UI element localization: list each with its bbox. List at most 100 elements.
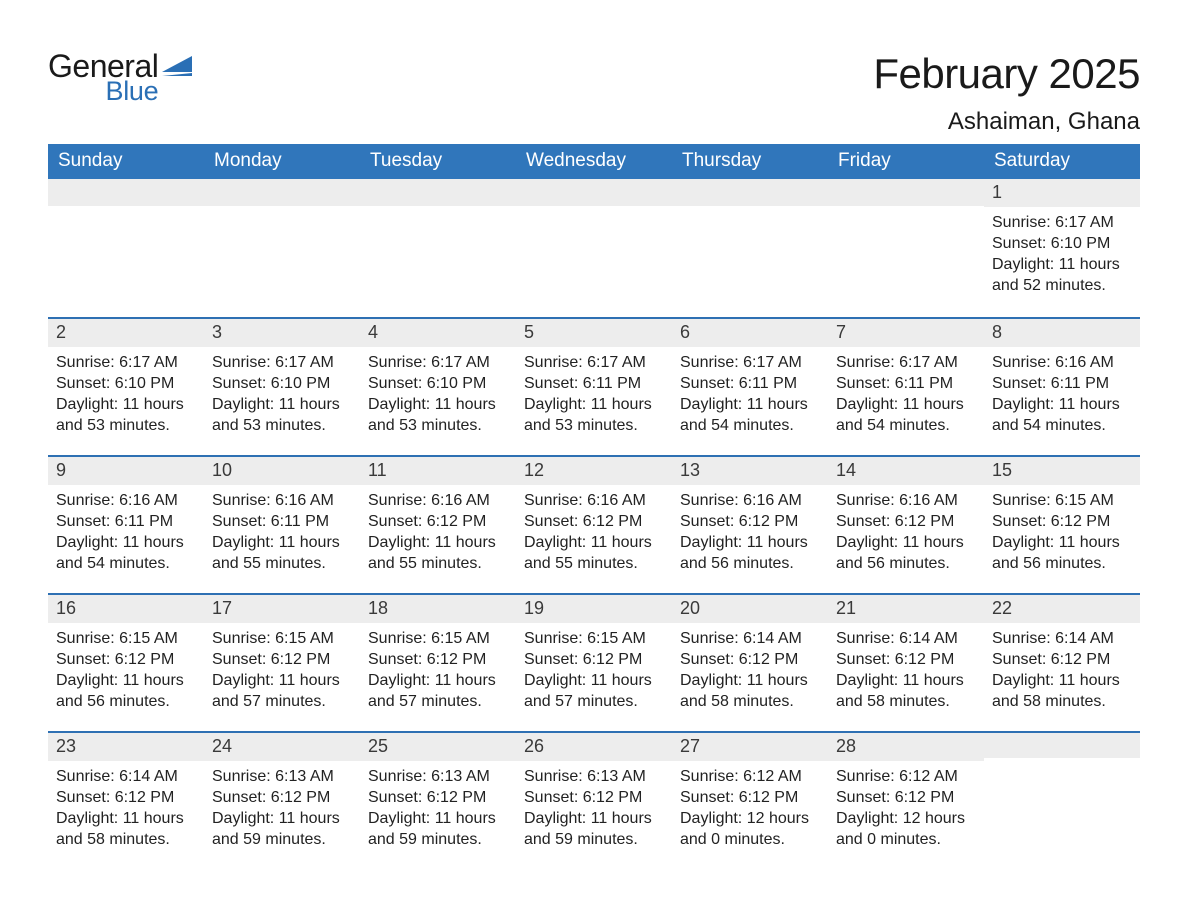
- day-number-bar: 7: [828, 317, 984, 347]
- calendar-cell: 22Sunrise: 6:14 AMSunset: 6:12 PMDayligh…: [984, 593, 1140, 731]
- month-title: February 2025: [873, 50, 1140, 98]
- calendar-cell: 15Sunrise: 6:15 AMSunset: 6:12 PMDayligh…: [984, 455, 1140, 593]
- day-number-bar: 25: [360, 731, 516, 761]
- day-number-bar: 24: [204, 731, 360, 761]
- calendar-cell: 1Sunrise: 6:17 AMSunset: 6:10 PMDaylight…: [984, 179, 1140, 317]
- day-number-bar: [360, 179, 516, 206]
- sunset-line: Sunset: 6:12 PM: [524, 787, 664, 808]
- day-details: Sunrise: 6:13 AMSunset: 6:12 PMDaylight:…: [516, 761, 672, 858]
- day-details: Sunrise: 6:15 AMSunset: 6:12 PMDaylight:…: [204, 623, 360, 720]
- day-number-bar: 1: [984, 179, 1140, 207]
- day-number-bar: 14: [828, 455, 984, 485]
- day-header: Monday: [204, 144, 360, 179]
- day-number-bar: 3: [204, 317, 360, 347]
- calendar-cell: 6Sunrise: 6:17 AMSunset: 6:11 PMDaylight…: [672, 317, 828, 455]
- day-details: Sunrise: 6:12 AMSunset: 6:12 PMDaylight:…: [828, 761, 984, 858]
- calendar-cell: 21Sunrise: 6:14 AMSunset: 6:12 PMDayligh…: [828, 593, 984, 731]
- daylight-line: Daylight: 11 hours and 55 minutes.: [368, 532, 508, 574]
- day-details: Sunrise: 6:17 AMSunset: 6:11 PMDaylight:…: [828, 347, 984, 444]
- sunrise-line: Sunrise: 6:15 AM: [992, 490, 1132, 511]
- day-number-bar: 15: [984, 455, 1140, 485]
- sunrise-line: Sunrise: 6:15 AM: [56, 628, 196, 649]
- day-number-bar: [672, 179, 828, 206]
- calendar-cell: [516, 179, 672, 317]
- calendar-cell: 9Sunrise: 6:16 AMSunset: 6:11 PMDaylight…: [48, 455, 204, 593]
- day-details: Sunrise: 6:15 AMSunset: 6:12 PMDaylight:…: [360, 623, 516, 720]
- calendar-cell: 19Sunrise: 6:15 AMSunset: 6:12 PMDayligh…: [516, 593, 672, 731]
- daylight-line: Daylight: 11 hours and 54 minutes.: [836, 394, 976, 436]
- calendar-cell: 27Sunrise: 6:12 AMSunset: 6:12 PMDayligh…: [672, 731, 828, 869]
- sunrise-line: Sunrise: 6:17 AM: [212, 352, 352, 373]
- day-details: Sunrise: 6:16 AMSunset: 6:12 PMDaylight:…: [828, 485, 984, 582]
- day-details: Sunrise: 6:14 AMSunset: 6:12 PMDaylight:…: [984, 623, 1140, 720]
- sunset-line: Sunset: 6:11 PM: [836, 373, 976, 394]
- sunrise-line: Sunrise: 6:13 AM: [524, 766, 664, 787]
- sunset-line: Sunset: 6:11 PM: [56, 511, 196, 532]
- daylight-line: Daylight: 11 hours and 55 minutes.: [212, 532, 352, 574]
- calendar-cell: 25Sunrise: 6:13 AMSunset: 6:12 PMDayligh…: [360, 731, 516, 869]
- day-number-bar: 9: [48, 455, 204, 485]
- sunset-line: Sunset: 6:12 PM: [680, 649, 820, 670]
- sunset-line: Sunset: 6:11 PM: [524, 373, 664, 394]
- sunrise-line: Sunrise: 6:16 AM: [680, 490, 820, 511]
- daylight-line: Daylight: 11 hours and 56 minutes.: [836, 532, 976, 574]
- day-number-bar: 27: [672, 731, 828, 761]
- day-number-bar: [204, 179, 360, 206]
- sunrise-line: Sunrise: 6:16 AM: [368, 490, 508, 511]
- calendar-cell: 14Sunrise: 6:16 AMSunset: 6:12 PMDayligh…: [828, 455, 984, 593]
- daylight-line: Daylight: 11 hours and 53 minutes.: [524, 394, 664, 436]
- sunrise-line: Sunrise: 6:12 AM: [836, 766, 976, 787]
- calendar-week: 16Sunrise: 6:15 AMSunset: 6:12 PMDayligh…: [48, 593, 1140, 731]
- generalblue-logo: General Blue: [48, 50, 192, 105]
- calendar-cell: 10Sunrise: 6:16 AMSunset: 6:11 PMDayligh…: [204, 455, 360, 593]
- calendar-cell: [48, 179, 204, 317]
- sunset-line: Sunset: 6:12 PM: [524, 511, 664, 532]
- daylight-line: Daylight: 11 hours and 52 minutes.: [992, 254, 1132, 296]
- day-details: Sunrise: 6:14 AMSunset: 6:12 PMDaylight:…: [672, 623, 828, 720]
- location-label: Ashaiman, Ghana: [873, 108, 1140, 136]
- day-details: Sunrise: 6:13 AMSunset: 6:12 PMDaylight:…: [204, 761, 360, 858]
- sunrise-line: Sunrise: 6:14 AM: [836, 628, 976, 649]
- calendar-cell: 2Sunrise: 6:17 AMSunset: 6:10 PMDaylight…: [48, 317, 204, 455]
- day-number-bar: 18: [360, 593, 516, 623]
- sunrise-line: Sunrise: 6:13 AM: [368, 766, 508, 787]
- day-details: Sunrise: 6:15 AMSunset: 6:12 PMDaylight:…: [48, 623, 204, 720]
- sunset-line: Sunset: 6:12 PM: [680, 511, 820, 532]
- sunrise-line: Sunrise: 6:14 AM: [56, 766, 196, 787]
- sunset-line: Sunset: 6:12 PM: [680, 787, 820, 808]
- daylight-line: Daylight: 11 hours and 57 minutes.: [524, 670, 664, 712]
- calendar-cell: 8Sunrise: 6:16 AMSunset: 6:11 PMDaylight…: [984, 317, 1140, 455]
- sunset-line: Sunset: 6:12 PM: [212, 787, 352, 808]
- day-header: Sunday: [48, 144, 204, 179]
- calendar-week: 1Sunrise: 6:17 AMSunset: 6:10 PMDaylight…: [48, 179, 1140, 317]
- day-number-bar: 28: [828, 731, 984, 761]
- daylight-line: Daylight: 12 hours and 0 minutes.: [680, 808, 820, 850]
- sunrise-line: Sunrise: 6:17 AM: [524, 352, 664, 373]
- day-number-bar: 10: [204, 455, 360, 485]
- sunrise-line: Sunrise: 6:17 AM: [368, 352, 508, 373]
- sunrise-line: Sunrise: 6:15 AM: [524, 628, 664, 649]
- calendar-cell: 24Sunrise: 6:13 AMSunset: 6:12 PMDayligh…: [204, 731, 360, 869]
- daylight-line: Daylight: 11 hours and 56 minutes.: [992, 532, 1132, 574]
- daylight-line: Daylight: 11 hours and 57 minutes.: [368, 670, 508, 712]
- day-details: Sunrise: 6:17 AMSunset: 6:10 PMDaylight:…: [204, 347, 360, 444]
- sunset-line: Sunset: 6:12 PM: [836, 511, 976, 532]
- day-details: Sunrise: 6:15 AMSunset: 6:12 PMDaylight:…: [984, 485, 1140, 582]
- day-details: Sunrise: 6:17 AMSunset: 6:10 PMDaylight:…: [984, 207, 1140, 304]
- calendar-cell: 7Sunrise: 6:17 AMSunset: 6:11 PMDaylight…: [828, 317, 984, 455]
- day-details: Sunrise: 6:16 AMSunset: 6:12 PMDaylight:…: [360, 485, 516, 582]
- day-number-bar: [48, 179, 204, 206]
- day-number-bar: 4: [360, 317, 516, 347]
- sunrise-line: Sunrise: 6:17 AM: [680, 352, 820, 373]
- sunrise-line: Sunrise: 6:15 AM: [368, 628, 508, 649]
- day-details: Sunrise: 6:16 AMSunset: 6:11 PMDaylight:…: [48, 485, 204, 582]
- calendar-week: 23Sunrise: 6:14 AMSunset: 6:12 PMDayligh…: [48, 731, 1140, 869]
- daylight-line: Daylight: 11 hours and 53 minutes.: [212, 394, 352, 436]
- calendar-cell: [360, 179, 516, 317]
- calendar-cell: [828, 179, 984, 317]
- sunrise-line: Sunrise: 6:17 AM: [992, 212, 1132, 233]
- day-header: Wednesday: [516, 144, 672, 179]
- day-number-bar: [516, 179, 672, 206]
- day-details: Sunrise: 6:17 AMSunset: 6:11 PMDaylight:…: [672, 347, 828, 444]
- calendar-cell: 12Sunrise: 6:16 AMSunset: 6:12 PMDayligh…: [516, 455, 672, 593]
